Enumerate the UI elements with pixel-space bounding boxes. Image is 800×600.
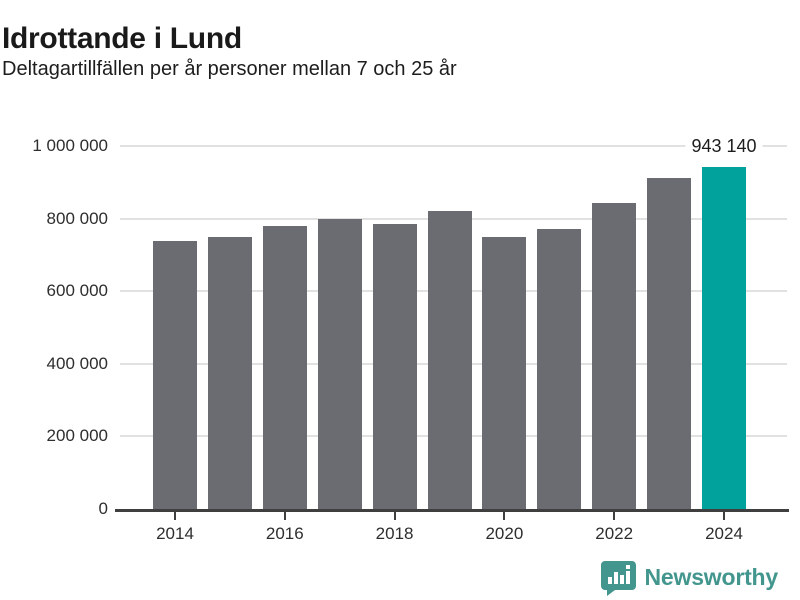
bar-2015: [207, 236, 252, 509]
bar-2018: [372, 223, 417, 509]
x-axis-label-2024: 2024: [705, 524, 743, 543]
highlight-value-label: 943 140: [685, 136, 763, 156]
y-axis-label-1000000: 1 000 000: [32, 136, 108, 155]
y-axis-label-800000: 800 000: [46, 208, 108, 228]
x-axis-label-2022: 2022: [595, 524, 634, 543]
x-axis-label-2014: 2014: [156, 524, 194, 543]
x-tick-2024: [723, 512, 725, 520]
bar-2024: [702, 166, 746, 509]
x-axis-label-2018: 2018: [375, 524, 414, 543]
gridline-1000000: [120, 145, 787, 147]
page-title: Idrottande i Lund: [2, 22, 242, 56]
bar-2021: [537, 229, 582, 509]
bar-2020: [482, 237, 527, 509]
newsworthy-brand-link[interactable]: Newsworthy: [600, 559, 778, 596]
x-axis-label-2016: 2016: [265, 524, 304, 543]
x-tick-2020: [503, 512, 506, 520]
x-axis-line: [115, 509, 789, 512]
x-axis-label-2020: 2020: [485, 524, 524, 543]
x-tick-2014: [174, 512, 176, 520]
brand-name: Newsworthy: [644, 564, 779, 590]
x-tick-2018: [393, 512, 396, 520]
bar-2023: [647, 178, 692, 509]
bar-2017: [317, 218, 362, 509]
newsworthy-logo-icon: [600, 559, 637, 596]
y-axis-label-200000: 200 000: [46, 426, 108, 446]
x-tick-2022: [613, 512, 616, 520]
page-subtitle: Deltagartillfällen per år personer mella…: [2, 58, 457, 80]
x-tick-2016: [283, 512, 286, 520]
y-axis-label-400000: 400 000: [46, 353, 108, 373]
y-axis-label-0: 0: [98, 499, 108, 518]
bar-2019: [427, 210, 472, 509]
bar-2022: [592, 203, 637, 509]
bar-2016: [262, 225, 307, 509]
bar-2014: [153, 241, 197, 509]
y-axis-label-600000: 600 000: [46, 281, 108, 301]
